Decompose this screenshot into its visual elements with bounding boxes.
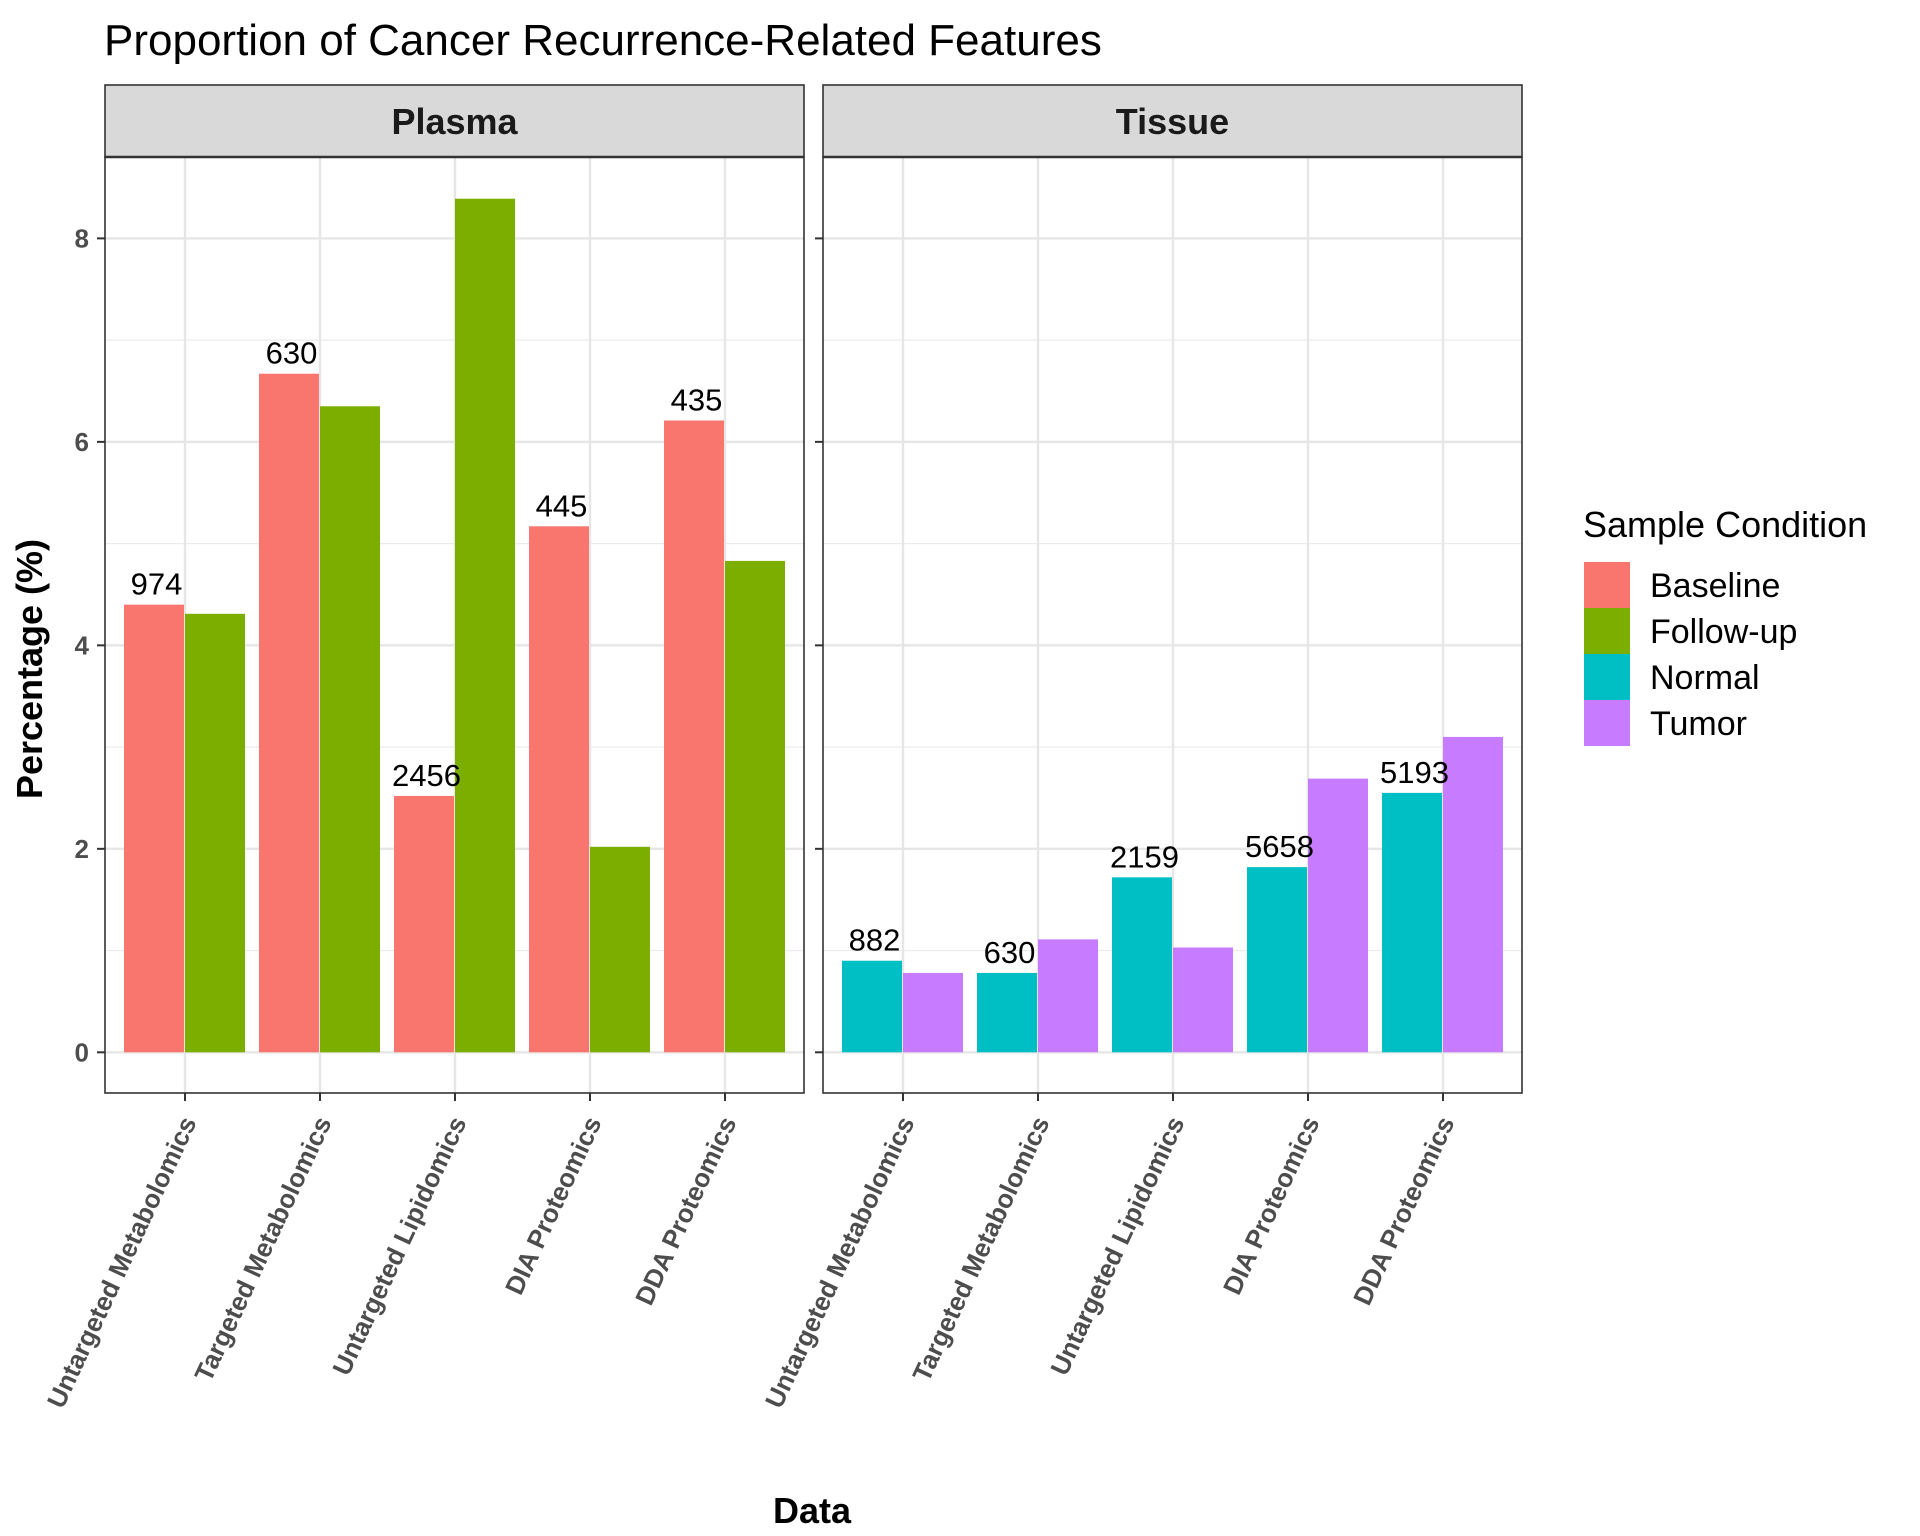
legend-swatch-follow-up [1584,608,1630,654]
facet-strip-label: Plasma [391,101,518,142]
y-axis-title: Percentage (%) [9,539,50,799]
bar-tissue-normal-targeted-metabolomics [977,972,1037,1053]
bar-tissue-tumor-untargeted-lipidomics [1173,947,1233,1053]
bar-tissue-tumor-targeted-metabolomics [1038,939,1098,1053]
facet-strip-label: Tissue [1116,101,1229,142]
bar-count-label: 2456 [392,758,461,793]
legend-label-tumor: Tumor [1650,705,1747,743]
bar-count-label: 630 [266,336,318,371]
bar-tissue-tumor-dda-proteomics [1443,736,1503,1053]
x-axis-title: Data [773,1490,852,1531]
bar-count-label: 2159 [1110,839,1179,874]
bar-count-label: 435 [671,383,723,418]
bar-plasma-baseline-targeted-metabolomics [259,373,319,1053]
legend: Sample Condition Baseline Follow-up Normal… [1583,504,1867,746]
y-tick-label: 2 [75,834,89,864]
legend-label-follow-up: Follow-up [1650,613,1797,651]
bar-tissue-normal-dda-proteomics [1382,792,1442,1053]
bar-plasma-follow-up-dia-proteomics [590,846,650,1053]
bar-tissue-normal-dia-proteomics [1247,867,1307,1053]
bar-plasma-baseline-untargeted-lipidomics [394,795,454,1053]
bar-count-label: 5658 [1245,829,1314,864]
chart-title: Proportion of Cancer Recurrence-Related … [104,16,1102,65]
bar-plasma-follow-up-targeted-metabolomics [320,406,380,1053]
bar-tissue-normal-untargeted-lipidomics [1112,877,1172,1053]
legend-label-normal: Normal [1650,659,1760,697]
y-tick-label: 8 [75,223,89,253]
legend-swatch-baseline [1584,562,1630,608]
legend-label-baseline: Baseline [1650,567,1780,605]
y-tick-label: 6 [75,427,89,457]
bar-tissue-normal-untargeted-metabolomics [842,960,902,1053]
bar-plasma-follow-up-untargeted-lipidomics [455,198,515,1053]
bar-tissue-tumor-untargeted-metabolomics [903,972,963,1053]
y-tick-label: 4 [75,630,90,660]
bar-count-label: 974 [131,567,183,602]
legend-title: Sample Condition [1583,504,1867,545]
bar-tissue-tumor-dia-proteomics [1308,778,1368,1053]
legend-swatch-normal [1584,654,1630,700]
bar-plasma-baseline-untargeted-metabolomics [124,604,184,1053]
facet-strip [104,84,805,158]
bar-count-label: 445 [536,488,588,523]
y-tick-label: 0 [75,1037,89,1067]
bar-count-label: 630 [984,935,1036,970]
bar-count-label: 5193 [1380,755,1449,790]
bar-plasma-baseline-dia-proteomics [529,526,589,1053]
bar-plasma-follow-up-untargeted-metabolomics [185,613,245,1053]
bar-count-label: 882 [849,923,901,958]
bar-plasma-follow-up-dda-proteomics [725,560,785,1053]
legend-swatch-tumor [1584,700,1630,746]
bar-plasma-baseline-dda-proteomics [664,420,724,1053]
